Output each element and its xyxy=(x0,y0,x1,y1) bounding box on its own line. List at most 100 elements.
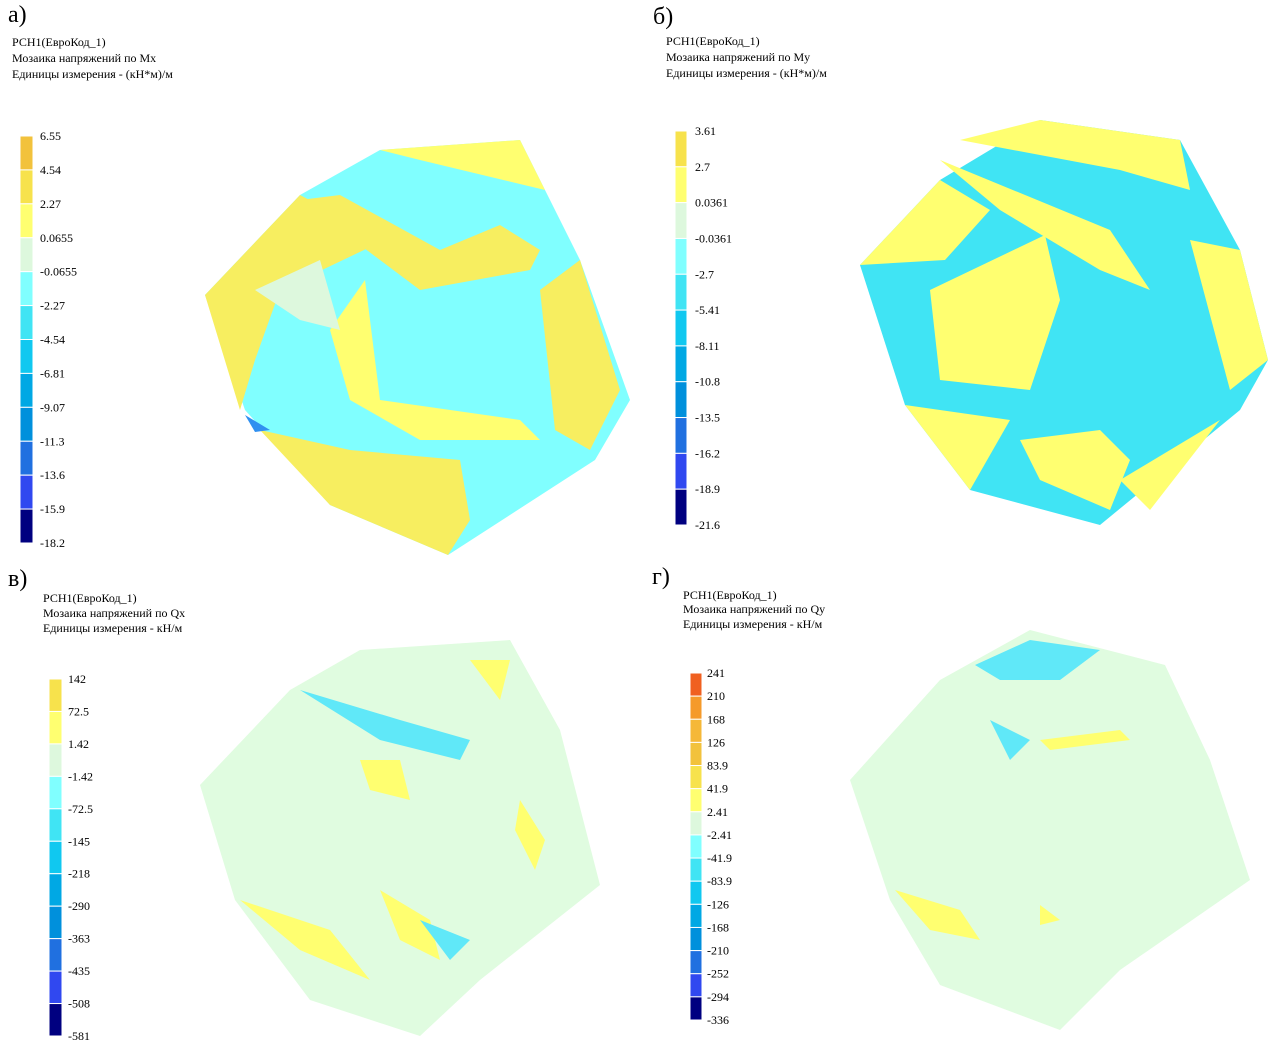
legend-label: -218 xyxy=(68,867,90,881)
legend-swatch xyxy=(49,776,62,808)
mosaic-qy xyxy=(850,630,1250,1030)
legend-swatch xyxy=(675,238,687,274)
legend-swatch xyxy=(20,204,33,238)
legend-label: -126 xyxy=(707,897,729,911)
legend-swatch xyxy=(675,418,687,454)
legend-swatch xyxy=(690,673,702,696)
figure: а) РСН1(ЕвроКод_1) Мозаика напряжений по M… xyxy=(0,0,1268,1046)
legend-swatch xyxy=(20,441,33,475)
legend-label: -9.07 xyxy=(40,400,65,414)
legend-label: -72.5 xyxy=(68,802,93,816)
legend-swatch xyxy=(20,170,33,204)
legend-label: -336 xyxy=(707,1013,729,1027)
legend-swatch xyxy=(49,679,62,711)
panel-caption: РСН1(ЕвроКод_1) xyxy=(666,34,760,48)
legend-swatch xyxy=(20,509,33,543)
mosaic-mx xyxy=(205,140,630,555)
legend-label: -13.6 xyxy=(40,468,65,482)
legend-swatch xyxy=(690,881,702,904)
legend-swatch xyxy=(690,719,702,742)
panel-caption: РСН1(ЕвроКод_1) xyxy=(683,588,777,602)
legend-swatch xyxy=(690,951,702,974)
legend-swatch xyxy=(675,382,687,418)
legend-label: 210 xyxy=(707,689,725,703)
legend-label: 3.61 xyxy=(695,124,716,138)
legend-label: -21.6 xyxy=(695,518,720,532)
legend-label: -1.42 xyxy=(68,769,93,783)
panel-caption: Единицы измерения - кН/м xyxy=(43,621,183,635)
legend-swatch xyxy=(690,904,702,927)
legend-swatch xyxy=(49,809,62,841)
legend-label: 83.9 xyxy=(707,759,728,773)
legend-label: -6.81 xyxy=(40,366,65,380)
legend-label: 1.42 xyxy=(68,737,89,751)
legend-swatch xyxy=(20,136,33,170)
legend-label: -168 xyxy=(707,920,729,934)
legend-label: -145 xyxy=(68,834,90,848)
legend-label: -8.11 xyxy=(695,339,720,353)
legend-swatch xyxy=(690,997,702,1020)
legend-swatch xyxy=(690,812,702,835)
legend-label: 168 xyxy=(707,712,725,726)
legend-swatch xyxy=(690,742,702,765)
legend-swatch xyxy=(49,711,62,743)
legend-label: -10.8 xyxy=(695,375,720,389)
legend-label: 41.9 xyxy=(707,782,728,796)
legend-label: -0.0655 xyxy=(40,265,77,279)
legend-label: 126 xyxy=(707,735,725,749)
legend-swatch xyxy=(690,974,702,997)
panel-letter: в) xyxy=(8,566,27,592)
legend-swatch xyxy=(20,306,33,340)
legend-swatch xyxy=(690,789,702,812)
legend-swatch xyxy=(49,939,62,971)
legend-swatch xyxy=(690,927,702,950)
legend-swatch xyxy=(675,310,687,346)
legend-swatch xyxy=(675,167,687,203)
panel-caption: Единицы измерения - (кН*м)/м xyxy=(666,66,827,80)
legend-label: -508 xyxy=(68,997,90,1011)
mosaic-my xyxy=(860,120,1268,525)
legend-label: -2.41 xyxy=(707,828,732,842)
panel-caption: Единицы измерения - кН/м xyxy=(683,617,823,631)
legend-swatch xyxy=(690,858,702,881)
legend-label: -0.0361 xyxy=(695,231,732,245)
legend-swatch xyxy=(49,744,62,776)
legend-label: -2.27 xyxy=(40,299,65,313)
panel-caption: Мозаика напряжений по Qx xyxy=(43,606,185,620)
panel-caption: Единицы измерения - (кН*м)/м xyxy=(12,67,173,81)
legend-swatch xyxy=(20,340,33,374)
legend-label: -41.9 xyxy=(707,851,732,865)
legend-swatch xyxy=(49,971,62,1003)
panel-caption: РСН1(ЕвроКод_1) xyxy=(43,591,137,605)
legend-label: -581 xyxy=(68,1029,90,1043)
legend-label: -13.5 xyxy=(695,411,720,425)
panel-caption: РСН1(ЕвроКод_1) xyxy=(12,35,106,49)
legend-label: -15.9 xyxy=(40,502,65,516)
legend-swatch xyxy=(675,453,687,489)
legend-label: -252 xyxy=(707,967,729,981)
legend-swatch xyxy=(49,841,62,873)
legend-label: 0.0361 xyxy=(695,196,728,210)
legend-swatch xyxy=(675,131,687,167)
legend-label: -5.41 xyxy=(695,303,720,317)
legend-label: -4.54 xyxy=(40,333,65,347)
legend-swatch xyxy=(20,272,33,306)
legend-swatch xyxy=(690,766,702,789)
panel-letter: а) xyxy=(8,2,27,28)
legend-swatch xyxy=(20,238,33,272)
legend-label: -18.9 xyxy=(695,482,720,496)
legend-label: 2.41 xyxy=(707,805,728,819)
legend-swatch xyxy=(675,203,687,239)
legend-label: -2.7 xyxy=(695,267,714,281)
legend-label: -294 xyxy=(707,990,729,1004)
legend-label: -11.3 xyxy=(40,434,65,448)
panel-caption: Мозаика напряжений по Mx xyxy=(12,51,156,65)
legend-swatch xyxy=(675,346,687,382)
legend-label: -363 xyxy=(68,932,90,946)
legend-swatch xyxy=(20,475,33,509)
legend-label: 142 xyxy=(68,672,86,686)
legend-label: 4.54 xyxy=(40,163,61,177)
legend-label: -210 xyxy=(707,944,729,958)
legend-label: -290 xyxy=(68,899,90,913)
legend-label: 0.0655 xyxy=(40,231,73,245)
